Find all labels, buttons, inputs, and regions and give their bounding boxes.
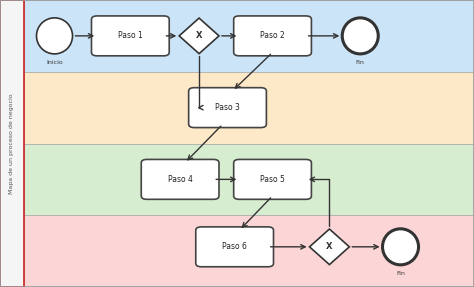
Text: Paso 4: Paso 4 — [168, 175, 192, 184]
Text: Inicio: Inicio — [46, 60, 63, 65]
FancyBboxPatch shape — [189, 88, 266, 127]
Text: Paso 2: Paso 2 — [260, 31, 285, 40]
Ellipse shape — [342, 18, 378, 54]
Text: X: X — [326, 242, 333, 251]
Bar — [24, 0, 474, 72]
Bar — [24, 72, 474, 144]
Polygon shape — [179, 18, 219, 54]
Text: Paso 3: Paso 3 — [215, 103, 240, 112]
Text: X: X — [196, 31, 202, 40]
Polygon shape — [310, 229, 349, 265]
Text: Fin: Fin — [396, 271, 405, 276]
FancyBboxPatch shape — [141, 160, 219, 199]
Text: Paso 1: Paso 1 — [118, 31, 143, 40]
Text: Mapa de un proceso de negocio: Mapa de un proceso de negocio — [9, 93, 14, 194]
Bar — [24, 215, 474, 287]
FancyBboxPatch shape — [196, 227, 273, 267]
Text: Paso 5: Paso 5 — [260, 175, 285, 184]
Ellipse shape — [383, 229, 419, 265]
Ellipse shape — [36, 18, 73, 54]
Bar — [0, 0, 24, 287]
FancyBboxPatch shape — [234, 16, 311, 56]
Text: Fin: Fin — [356, 60, 365, 65]
Bar — [24, 144, 474, 215]
FancyBboxPatch shape — [91, 16, 169, 56]
FancyBboxPatch shape — [234, 160, 311, 199]
Text: Paso 6: Paso 6 — [222, 242, 247, 251]
